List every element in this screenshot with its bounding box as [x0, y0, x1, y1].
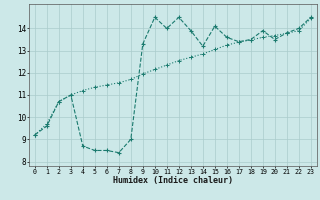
X-axis label: Humidex (Indice chaleur): Humidex (Indice chaleur): [113, 176, 233, 185]
